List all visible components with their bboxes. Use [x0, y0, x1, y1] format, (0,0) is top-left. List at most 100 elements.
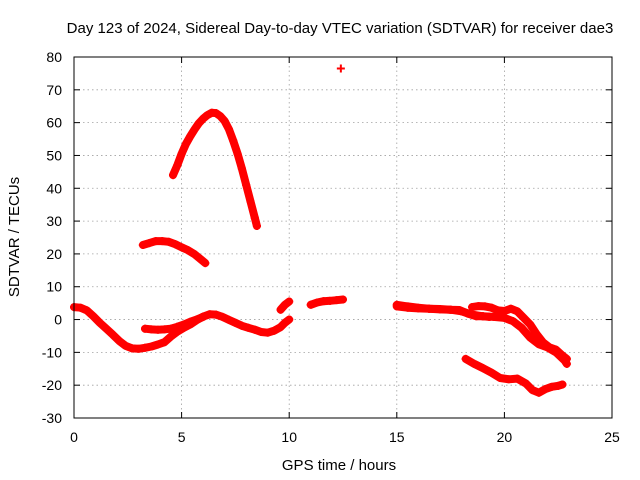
data-point: [190, 125, 199, 134]
data-point: [171, 240, 180, 249]
data-point: [250, 325, 259, 334]
data-point: [224, 315, 233, 324]
data-point: [192, 315, 201, 324]
data-series-arc-6: [306, 295, 347, 309]
data-series-arc-5: [276, 297, 294, 314]
data-point: [481, 302, 490, 311]
data-point: [121, 341, 130, 350]
data-point: [485, 312, 494, 321]
data-point: [403, 303, 412, 312]
data-point: [500, 307, 509, 316]
data-point: [496, 373, 505, 382]
data-point: [138, 241, 147, 250]
data-point: [455, 306, 464, 315]
x-tick-label: 15: [389, 429, 405, 445]
y-tick-label: 10: [46, 279, 62, 295]
plot-frame: [73, 56, 613, 419]
data-point: [526, 333, 535, 342]
data-point: [102, 324, 111, 333]
data-point: [558, 351, 567, 360]
data-point: [250, 213, 259, 222]
data-series-arc-9: [392, 302, 494, 321]
y-tick-label: -20: [42, 377, 62, 393]
data-point: [534, 388, 543, 397]
data-point: [528, 386, 537, 395]
data-point: [313, 298, 322, 307]
x-tick-label: 20: [497, 429, 513, 445]
data-series-arc-4: [168, 108, 261, 231]
data-point: [220, 116, 229, 125]
ticks-layer: 0 5 10 15 20 25 -30 -20 -10 0 10 20 30 40 50 60 70 80: [42, 49, 620, 445]
data-point: [500, 313, 509, 322]
data-point: [190, 250, 199, 259]
data-point: [179, 320, 188, 329]
data-point: [339, 295, 347, 304]
data-point: [160, 338, 169, 347]
x-axis-label: GPS time / hours: [282, 457, 396, 474]
data-point: [526, 320, 535, 329]
data-point: [517, 323, 526, 332]
data-point: [145, 239, 154, 248]
data-series-arc-2: [141, 312, 208, 334]
data-point: [115, 336, 124, 345]
data-point: [186, 317, 195, 326]
data-point: [539, 338, 548, 347]
x-tick-label: 0: [70, 429, 78, 445]
x-tick-label: 25: [604, 429, 620, 445]
data-point: [186, 132, 195, 141]
data-point: [233, 149, 242, 158]
data-point: [336, 64, 345, 73]
y-tick-label: -10: [42, 344, 62, 360]
data-point: [82, 306, 91, 315]
y-tick-label: 60: [46, 115, 62, 131]
data-point: [425, 304, 434, 313]
data-point: [173, 161, 182, 170]
data-point: [244, 323, 253, 332]
y-tick-label: 40: [46, 180, 62, 196]
data-point: [541, 385, 550, 394]
data-point: [184, 246, 193, 255]
data-point: [270, 326, 279, 335]
data-point: [173, 322, 182, 331]
data-point: [285, 297, 294, 306]
data-point: [509, 317, 518, 326]
data-point: [446, 305, 455, 314]
data-point: [177, 149, 186, 158]
data-point: [504, 375, 513, 384]
data-point: [153, 340, 162, 349]
data-point: [558, 380, 567, 389]
data-point: [513, 374, 522, 383]
y-tick-label: -30: [42, 410, 62, 426]
data-series-arc-7: [336, 64, 345, 73]
data-point: [470, 359, 479, 368]
data-point: [463, 309, 472, 318]
data-point: [95, 318, 104, 327]
data-point: [108, 330, 117, 339]
data-point: [285, 315, 294, 324]
data-point: [532, 330, 541, 339]
data-point: [242, 180, 251, 189]
data-point: [89, 312, 98, 321]
data-point: [435, 305, 444, 314]
data-point: [237, 164, 246, 173]
data-point: [487, 368, 496, 377]
data-point: [280, 318, 289, 327]
data-point: [276, 305, 285, 314]
data-point: [166, 332, 175, 341]
data-point: [280, 300, 289, 309]
grid-layer: [74, 57, 612, 418]
data-layer: [70, 64, 571, 397]
data-point: [306, 300, 315, 309]
data-point: [478, 364, 487, 373]
data-point: [392, 302, 401, 311]
data-point: [246, 197, 255, 206]
data-point: [461, 354, 470, 363]
data-point: [216, 112, 225, 121]
data-point: [552, 345, 561, 354]
data-point: [229, 136, 238, 145]
data-point: [252, 222, 261, 231]
data-point: [199, 312, 208, 321]
x-tick-label: 10: [281, 429, 297, 445]
data-point: [212, 109, 221, 118]
data-point: [203, 111, 212, 120]
